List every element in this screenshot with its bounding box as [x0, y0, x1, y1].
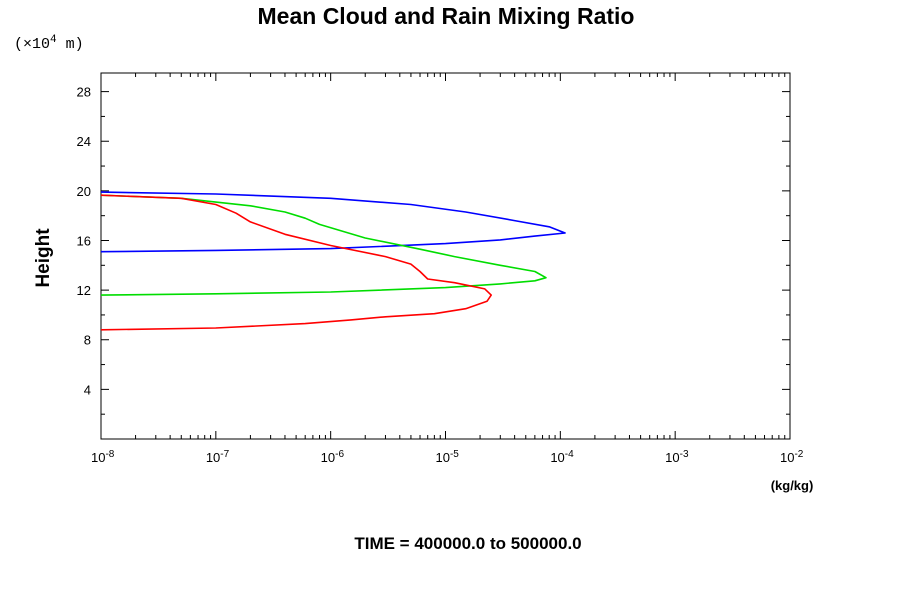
y-tick-labels: 4 8 12 16 20 24 28 [77, 85, 91, 398]
x-tick-label: 10-4 [550, 449, 574, 465]
y-tick-label: 28 [77, 85, 91, 100]
y-tick-label: 20 [77, 184, 91, 199]
y-scale-note-exp: 4 [50, 34, 57, 46]
x-tick-label: 10-3 [665, 449, 689, 465]
axis-ticks [100, 73, 791, 439]
series-lines [100, 191, 566, 331]
y-scale-note: (×104 m) [14, 34, 84, 53]
x-tick-labels: 10-8 10-7 10-6 10-5 10-4 10-3 10-2 [91, 449, 804, 465]
y-scale-note-prefix: (×10 [14, 36, 50, 53]
time-footer: TIME = 400000.0 to 500000.0 [354, 534, 581, 553]
x-tick-label: 10-8 [91, 449, 115, 465]
y-tick-label: 24 [77, 134, 91, 149]
chart-title: Mean Cloud and Rain Mixing Ratio [258, 3, 635, 29]
y-axis-label: Height [33, 228, 54, 288]
y-tick-label: 8 [84, 333, 91, 348]
x-tick-label: 10-2 [780, 449, 804, 465]
series-line-2 [100, 194, 547, 296]
x-tick-label: 10-5 [436, 449, 460, 465]
plot-frame [100, 72, 791, 440]
x-tick-label: 10-7 [206, 449, 230, 465]
y-tick-label: 4 [84, 382, 91, 397]
y-tick-label: 12 [77, 283, 91, 298]
series-line-3 [100, 194, 493, 331]
x-tick-label: 10-6 [321, 449, 345, 465]
y-scale-note-suffix: m) [57, 36, 84, 53]
series-line-1 [100, 191, 566, 253]
y-tick-label: 16 [77, 233, 91, 248]
x-axis-label: (kg/kg) [771, 478, 814, 493]
